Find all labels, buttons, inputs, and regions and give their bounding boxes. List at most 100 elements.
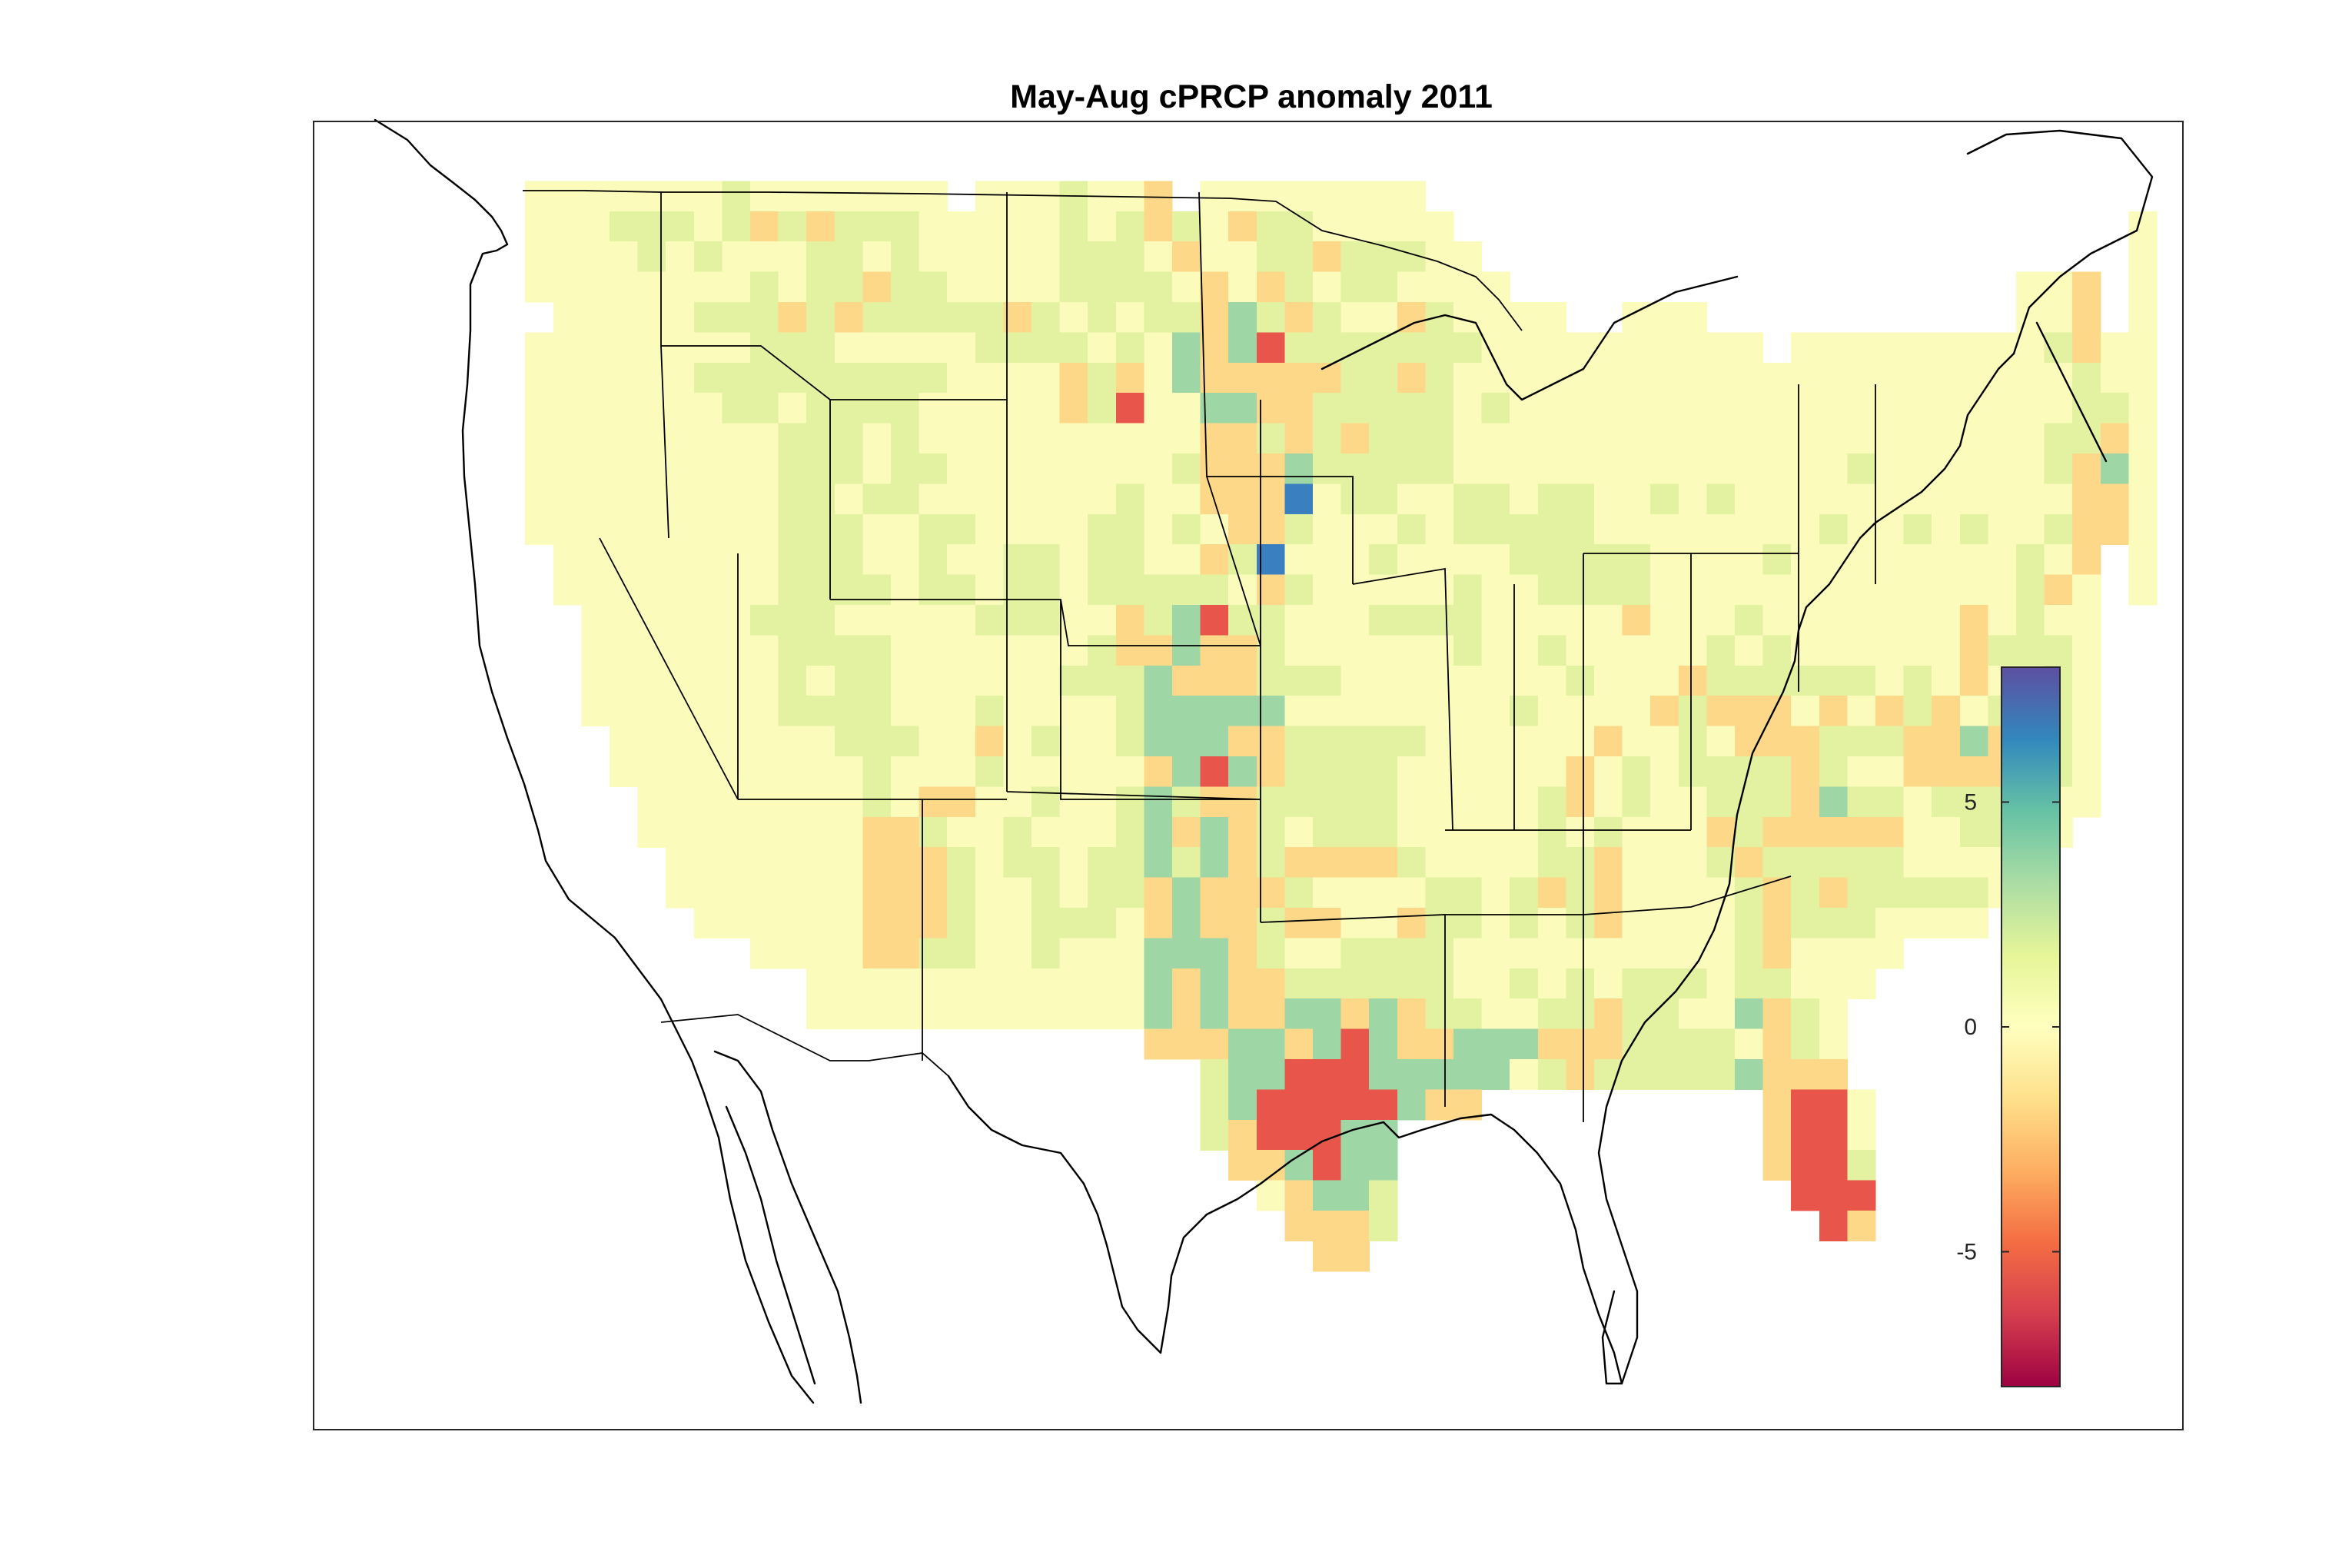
grid-cell xyxy=(693,635,723,666)
grid-cell xyxy=(1453,271,1483,303)
grid-cell xyxy=(1932,908,1961,938)
grid-cell xyxy=(806,696,835,727)
grid-cell xyxy=(1340,816,1370,848)
grid-cell xyxy=(1369,786,1398,818)
grid-cell xyxy=(1425,1089,1454,1121)
grid-cell xyxy=(834,544,863,576)
grid-cell xyxy=(947,271,976,303)
grid-cell xyxy=(1791,1180,1820,1211)
grid-cell xyxy=(778,302,807,333)
grid-cell xyxy=(1228,271,1257,303)
grid-cell xyxy=(1115,513,1144,545)
grid-cell xyxy=(1762,756,1792,787)
grid-cell xyxy=(610,544,639,576)
grid-cell xyxy=(1200,1059,1229,1090)
grid-cell xyxy=(1172,998,1201,1030)
grid-cell xyxy=(1031,816,1061,848)
grid-cell xyxy=(947,816,976,848)
grid-cell xyxy=(1228,483,1257,515)
grid-cell xyxy=(1256,302,1285,333)
grid-cell xyxy=(1144,483,1173,515)
grid-cell xyxy=(1397,726,1426,757)
grid-cell xyxy=(1735,483,1764,515)
grid-cell xyxy=(1594,696,1623,727)
grid-cell xyxy=(1650,1028,1679,1060)
grid-cell xyxy=(1678,756,1707,787)
grid-cell xyxy=(1059,302,1088,333)
grid-cell xyxy=(1903,786,1932,818)
grid-cell xyxy=(891,423,920,454)
grid-cell xyxy=(525,211,554,242)
grid-cell xyxy=(1003,635,1032,666)
grid-cell xyxy=(1340,513,1370,545)
grid-cell xyxy=(778,605,807,636)
grid-cell xyxy=(2072,393,2101,424)
grid-cell xyxy=(1819,1059,1848,1090)
grid-cell xyxy=(1228,362,1257,394)
grid-cell xyxy=(862,696,892,727)
grid-cell xyxy=(1200,1089,1229,1121)
grid-cell xyxy=(778,423,807,454)
grid-cell xyxy=(1875,877,1905,909)
grid-cell xyxy=(1566,362,1595,394)
grid-cell xyxy=(1172,665,1201,696)
grid-cell xyxy=(778,908,807,938)
grid-cell xyxy=(1340,1059,1370,1090)
grid-cell xyxy=(525,513,554,545)
grid-cell xyxy=(1003,362,1032,394)
grid-cell xyxy=(1959,362,1988,394)
grid-cell xyxy=(1819,756,1848,787)
grid-cell xyxy=(1537,393,1566,424)
grid-cell xyxy=(1313,998,1342,1030)
grid-cell xyxy=(919,877,948,909)
grid-cell xyxy=(1397,332,1426,364)
grid-cell xyxy=(1622,453,1651,484)
grid-cell xyxy=(1256,908,1285,938)
grid-cell xyxy=(1847,1211,1876,1241)
grid-cell xyxy=(947,211,976,242)
grid-cell xyxy=(834,453,863,484)
grid-cell xyxy=(1762,605,1792,636)
grid-cell xyxy=(1622,968,1651,999)
grid-cell xyxy=(1735,938,1764,969)
grid-cell xyxy=(806,332,835,364)
grid-cell xyxy=(1875,605,1905,636)
grid-cell xyxy=(1481,513,1510,545)
grid-cell xyxy=(1340,938,1370,969)
grid-cell xyxy=(891,908,920,938)
grid-cell xyxy=(975,847,1004,879)
grid-cell xyxy=(947,362,976,394)
grid-cell xyxy=(1228,1059,1257,1090)
grid-cell xyxy=(1425,574,1454,606)
grid-cell xyxy=(1313,786,1342,818)
grid-cell xyxy=(1369,1211,1398,1241)
grid-cell xyxy=(1594,938,1623,969)
grid-cell xyxy=(1088,544,1117,576)
grid-cell xyxy=(1397,393,1426,424)
grid-cell xyxy=(1453,423,1483,454)
grid-cell xyxy=(1088,665,1117,696)
grid-cell xyxy=(919,241,948,273)
grid-cell xyxy=(1706,574,1736,606)
grid-cell xyxy=(919,544,948,576)
grid-cell xyxy=(610,181,639,212)
grid-cell xyxy=(2072,271,2101,303)
grid-cell xyxy=(1144,332,1173,364)
grid-cell xyxy=(2128,513,2158,545)
grid-cell xyxy=(1847,1119,1876,1151)
grid-cell xyxy=(1313,696,1342,727)
grid-cell xyxy=(1453,665,1483,696)
grid-cell xyxy=(1537,362,1566,394)
grid-cell xyxy=(1566,635,1595,666)
grid-cell xyxy=(1397,968,1426,999)
grid-cell xyxy=(1594,513,1623,545)
grid-cell xyxy=(1369,1180,1398,1211)
grid-cell xyxy=(975,786,1004,818)
grid-cell xyxy=(1088,574,1117,606)
grid-cell xyxy=(666,786,695,818)
grid-cell xyxy=(1453,816,1483,848)
grid-cell xyxy=(1453,847,1483,879)
grid-cell xyxy=(610,211,639,242)
grid-cell xyxy=(919,998,948,1030)
grid-cell xyxy=(1144,665,1173,696)
